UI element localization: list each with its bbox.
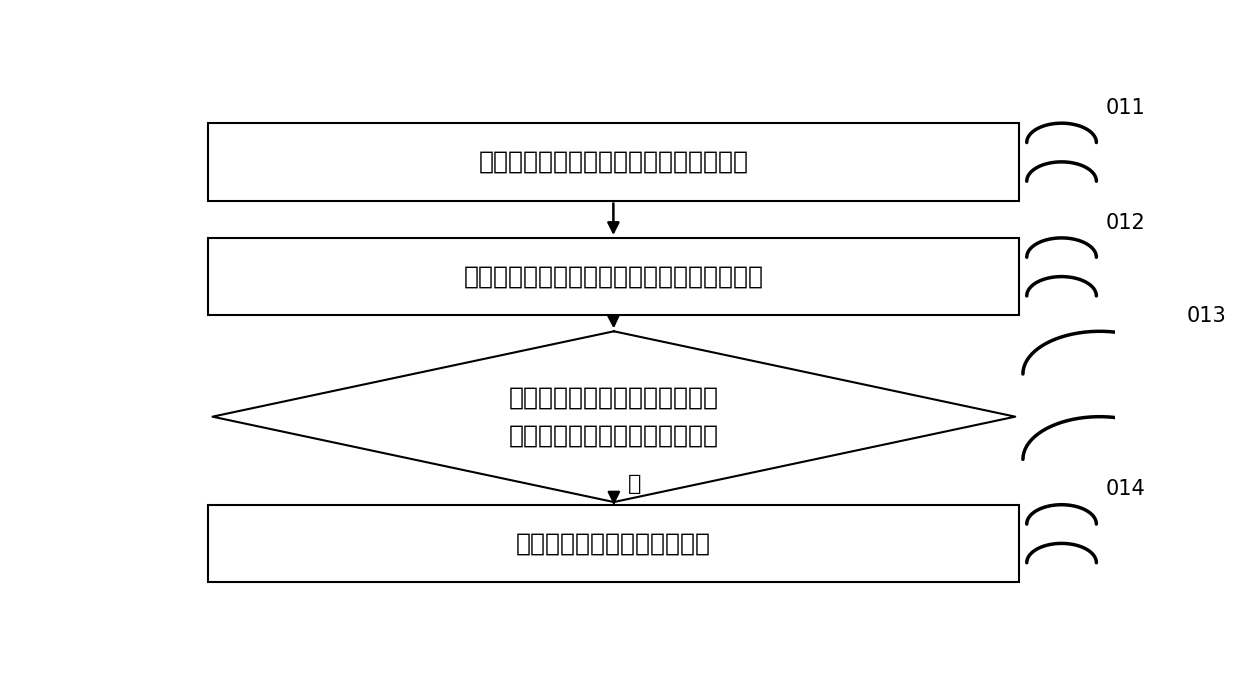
Text: 以及触摸面积是否小于预设面积: 以及触摸面积是否小于预设面积 xyxy=(509,423,719,448)
Text: 获取用户的手指触摸指纹识别区域的触摸面积: 获取用户的手指触摸指纹识别区域的触摸面积 xyxy=(463,265,763,288)
Text: 013: 013 xyxy=(1186,306,1225,326)
Bar xyxy=(208,505,1018,582)
Bar xyxy=(208,123,1018,200)
Text: 011: 011 xyxy=(1106,98,1146,118)
Text: 否: 否 xyxy=(628,474,642,494)
Text: 指纹识别模组处于非工作状态: 指纹识别模组处于非工作状态 xyxy=(515,532,711,555)
Polygon shape xyxy=(213,331,1015,502)
Bar xyxy=(208,238,1018,315)
Text: 014: 014 xyxy=(1106,480,1146,500)
Text: 判断当前距离是否大于预设距离: 判断当前距离是否大于预设距离 xyxy=(509,386,719,410)
Text: 012: 012 xyxy=(1106,213,1146,233)
Text: 获取电子设备与目标物体之间的当前距离: 获取电子设备与目标物体之间的当前距离 xyxy=(478,150,748,174)
